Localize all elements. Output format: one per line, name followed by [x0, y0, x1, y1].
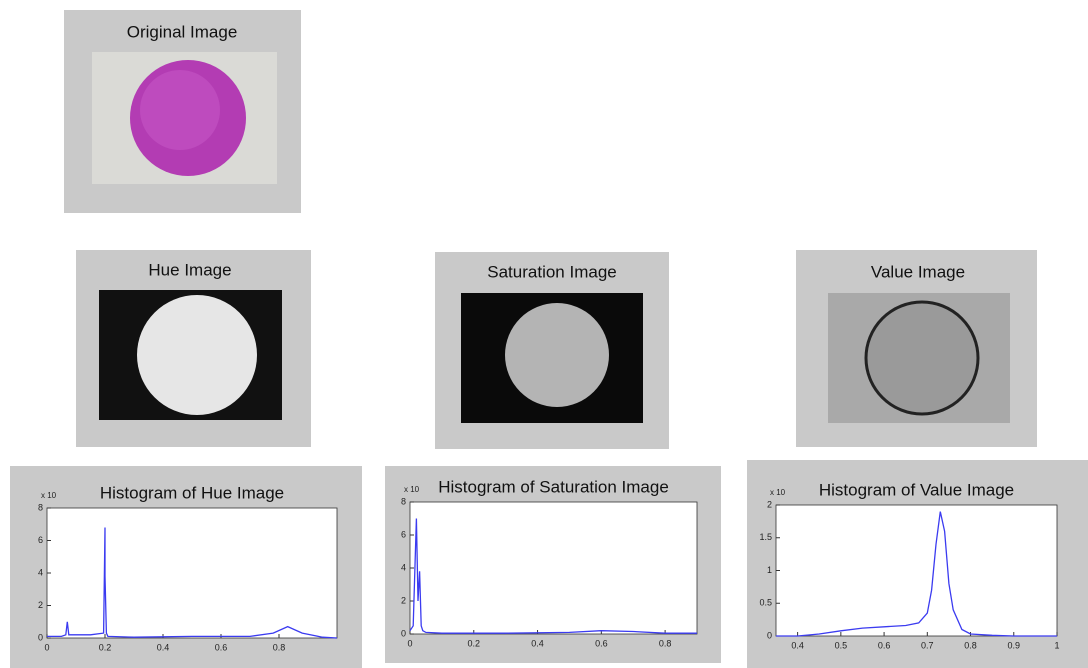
x-tick-label: 0.7: [921, 640, 934, 650]
y-exponent-label: x 10: [41, 491, 57, 500]
chart-title: Histogram of Value Image: [819, 480, 1014, 499]
figure: Original Image Hue Image Saturation Imag…: [0, 0, 1088, 668]
y-exponent-label: x 10: [404, 485, 420, 494]
x-tick-label: 0.4: [157, 642, 170, 652]
image-title: Saturation Image: [487, 262, 616, 281]
x-tick-label: 0: [44, 642, 49, 652]
y-tick-label: 8: [38, 502, 43, 512]
plot-area: [410, 502, 697, 634]
image-title: Hue Image: [148, 260, 231, 279]
plot-area: [776, 505, 1057, 636]
y-tick-label: 0: [38, 632, 43, 642]
y-tick-label: 0: [767, 630, 772, 640]
x-tick-label: 0.4: [531, 638, 544, 648]
y-tick-label: 2: [38, 600, 43, 610]
x-tick-label: 1: [1054, 640, 1059, 650]
image-title: Value Image: [871, 262, 965, 281]
x-tick-label: 0.6: [595, 638, 608, 648]
y-tick-label: 2: [401, 595, 406, 605]
x-tick-label: 0.4: [791, 640, 804, 650]
x-tick-label: 0: [407, 638, 412, 648]
x-tick-label: 0.8: [659, 638, 672, 648]
y-tick-label: 4: [38, 567, 43, 577]
cell-texture: [140, 70, 220, 150]
y-tick-label: 0.5: [759, 598, 772, 608]
x-tick-label: 0.6: [878, 640, 891, 650]
chart-title: Histogram of Hue Image: [100, 483, 284, 502]
image-title: Original Image: [127, 22, 238, 41]
plot-area: [47, 508, 337, 638]
y-tick-label: 1: [767, 565, 772, 575]
chart-title: Histogram of Saturation Image: [438, 477, 669, 496]
x-tick-label: 0.6: [215, 642, 228, 652]
cell: [505, 303, 609, 407]
x-tick-label: 0.2: [468, 638, 481, 648]
y-tick-label: 4: [401, 562, 406, 572]
cell: [866, 302, 978, 414]
y-tick-label: 6: [401, 529, 406, 539]
y-exponent-label: x 10: [770, 488, 786, 497]
x-tick-label: 0.5: [835, 640, 848, 650]
y-tick-label: 1.5: [759, 532, 772, 542]
y-tick-label: 0: [401, 628, 406, 638]
x-tick-label: 0.2: [99, 642, 112, 652]
y-tick-label: 8: [401, 496, 406, 506]
y-tick-label: 2: [767, 499, 772, 509]
x-tick-label: 0.9: [1008, 640, 1021, 650]
y-tick-label: 6: [38, 535, 43, 545]
x-tick-label: 0.8: [964, 640, 977, 650]
x-tick-label: 0.8: [273, 642, 286, 652]
cell: [137, 295, 257, 415]
